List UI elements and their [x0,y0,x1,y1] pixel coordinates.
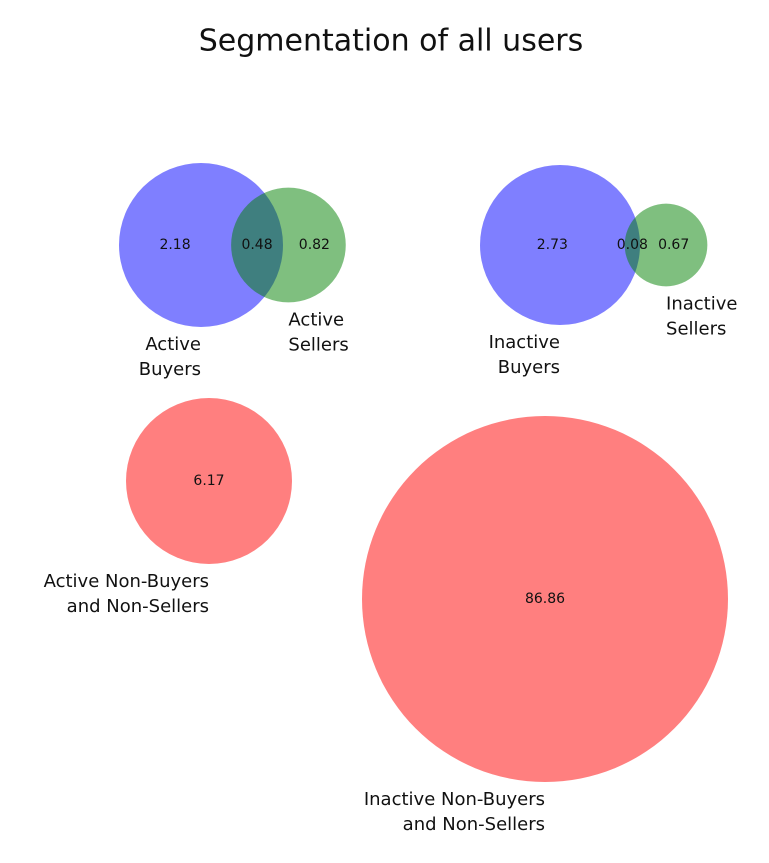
region-label: 6.17 [193,473,224,489]
set-label: Inactive Non-Buyers and Non-Sellers [364,789,545,835]
set-label: Active Sellers [288,309,348,355]
set-label: Active Non-Buyers and Non-Sellers [44,571,209,617]
set-circle [126,398,292,564]
set-label: Inactive Buyers [489,332,560,378]
region-label: 0.67 [658,237,689,253]
region-label: 2.18 [159,237,190,253]
region-label: 2.73 [537,237,568,253]
set-circle [624,203,708,287]
region-label: 86.86 [525,591,565,607]
set-label-line: Sellers [288,334,348,355]
set-circle [362,416,728,782]
set-circle [231,187,346,303]
chart-title: Segmentation of all users [199,24,584,59]
set-circle [480,165,640,325]
set-label: Active Buyers [139,334,201,380]
set-label-line: Buyers [498,357,560,378]
set-label-line: Active [288,309,344,330]
set-label-line: and Non-Sellers [67,596,209,617]
set-label: Inactive Sellers [666,293,737,339]
set-label-line: Sellers [666,318,726,339]
set-label-line: Inactive [489,332,560,353]
set-label-line: Buyers [139,359,201,380]
set-label-line: Inactive Non-Buyers [364,789,545,810]
region-label: 0.82 [299,237,330,253]
set-label-line: and Non-Sellers [403,814,545,835]
set-label-line: Active [145,334,201,355]
set-circle [119,163,283,327]
set-label-line: Active Non-Buyers [44,571,209,592]
region-label: 0.48 [241,237,272,253]
set-label-line: Inactive [666,293,737,314]
region-label: 0.08 [617,237,648,253]
